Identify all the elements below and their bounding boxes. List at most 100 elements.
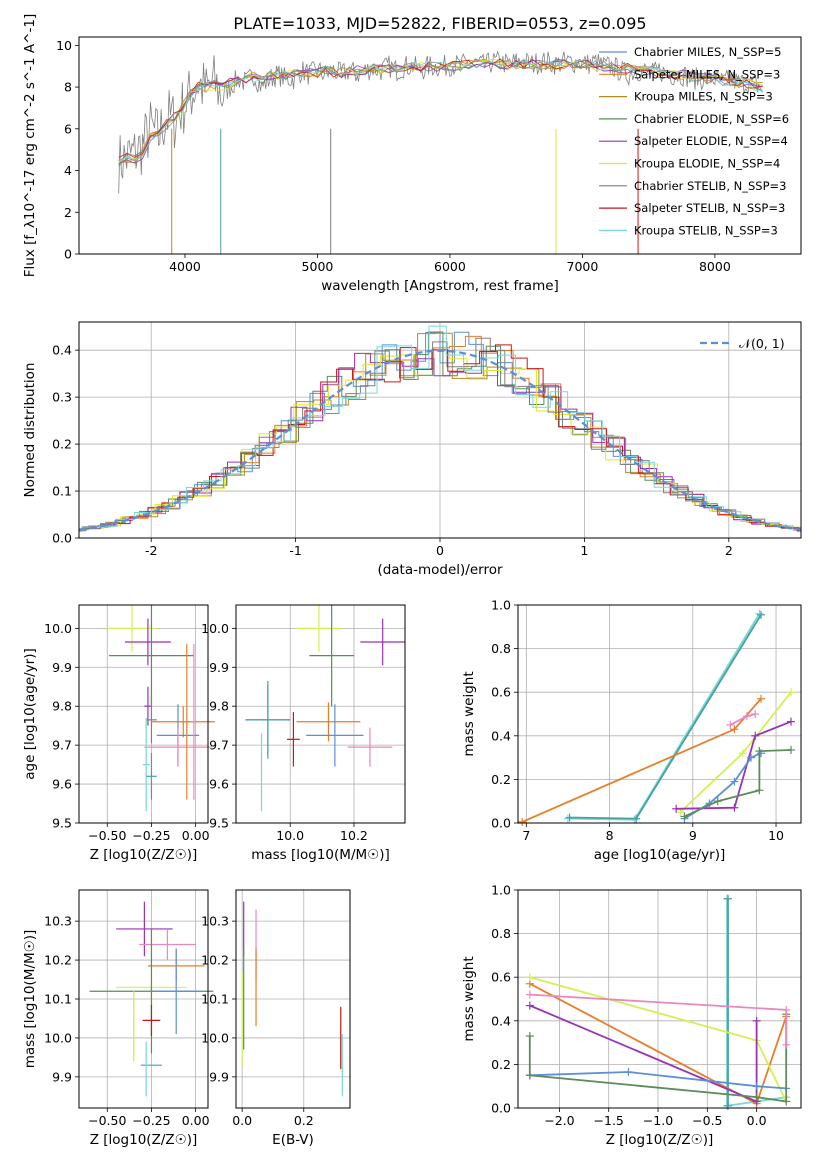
- plot-area: [236, 605, 405, 823]
- ticks: 4000 5000 6000 7000 8000 0 2 4 6 8 10: [56, 38, 731, 274]
- legend-label: Salpeter MILES, N_SSP=3: [634, 67, 780, 81]
- error-bar-point: [360, 618, 405, 666]
- x-tick-label: 7000: [567, 259, 599, 274]
- y-tick-label: 0.2: [491, 1057, 511, 1072]
- plus-marker: [752, 1093, 761, 1102]
- plus-marker: [738, 749, 747, 758]
- legend-label: Chabrier STELIB, N_SSP=3: [634, 179, 786, 193]
- legend-label: Kroupa ELODIE, N_SSP=4: [634, 157, 780, 171]
- y-tick-label: 10.3: [201, 914, 229, 929]
- x-tick-label: 8: [606, 828, 614, 843]
- axes-frame: [78, 36, 802, 255]
- marks: [241, 901, 343, 1097]
- plus-marker: [724, 894, 733, 903]
- y-tick-label: 2: [64, 205, 72, 220]
- weight-line: [676, 720, 792, 810]
- plus-marker: [632, 814, 641, 823]
- marks: [518, 609, 796, 826]
- y-tick-label: 0.8: [491, 641, 511, 656]
- ticks: 10.0 10.2 9.5 9.6 9.7 9.8 9.9 10.0: [201, 621, 368, 843]
- x-axis-label: Z [log10(Z/Z☉)]: [90, 847, 198, 863]
- plot-area: [79, 605, 208, 823]
- y-tick-label: 0.6: [491, 970, 511, 985]
- x-tick-label: −0.25: [132, 1113, 170, 1128]
- x-tick-label: 5000: [302, 259, 334, 274]
- error-bar-point: [296, 702, 361, 742]
- y-tick-label: 10.3: [44, 914, 72, 929]
- plus-marker: [751, 731, 760, 740]
- plus-marker: [730, 803, 739, 812]
- y-tick-label: 9.9: [209, 660, 229, 675]
- x-axis-label: E(B-V): [272, 1132, 314, 1148]
- x-tick-label: −0.25: [132, 828, 170, 843]
- y-tick-label: 0.8: [491, 926, 511, 941]
- ticks: 7 8 9 10 0.0 0.2 0.4 0.6 0.8 1.0: [491, 598, 784, 844]
- plus-marker: [730, 777, 739, 786]
- y-tick-label: 9.5: [209, 816, 229, 831]
- plus-marker: [726, 720, 735, 729]
- y-tick-label: 9.9: [52, 1069, 72, 1084]
- axes-frame: [235, 604, 406, 824]
- x-axis-label: (data-model)/error: [377, 562, 503, 578]
- y-tick-label: 0.1: [52, 484, 72, 499]
- y-tick-label: 9.6: [209, 777, 229, 792]
- panel-age-vs-mass: 10.0 10.2 9.5 9.6 9.7 9.8 9.9 10.0 mass [log10(M…: [201, 604, 406, 863]
- x-tick-label: −0.50: [88, 828, 126, 843]
- plus-marker: [742, 712, 751, 721]
- error-bar-point: [185, 643, 189, 800]
- plus-marker: [525, 1001, 534, 1010]
- legend-label: Kroupa STELIB, N_SSP=3: [634, 223, 778, 237]
- legend: Chabrier MILES, N_SSP=5 Salpeter MILES, N…: [599, 45, 789, 237]
- plus-marker: [680, 812, 689, 821]
- panel-weight-vs-Z: −2.0 −1.5 −1.0 −0.5 0.0 0.0 0.2 0.4 0.6 0.8 1.0 Z […: [461, 883, 802, 1148]
- plus-marker: [751, 710, 760, 718]
- plus-marker: [752, 1016, 761, 1025]
- x-tick-label: 0.00: [182, 1113, 210, 1128]
- marks: [118, 50, 763, 254]
- legend-label: Chabrier ELODIE, N_SSP=6: [634, 112, 789, 126]
- y-tick-label: 0.2: [52, 437, 72, 452]
- plot-area: [518, 890, 801, 1108]
- histogram-series: [79, 325, 801, 532]
- error-bar-point: [192, 643, 196, 800]
- error-bar-point: [146, 696, 157, 744]
- y-axis-label: Flux [f_λ10^-17 erg cm^-2 s^-1 A^-1]: [22, 14, 38, 277]
- x-tick-label: 1: [580, 543, 588, 558]
- y-tick-label: 10: [56, 38, 72, 53]
- error-bar-point: [144, 686, 152, 726]
- error-bar-point: [146, 752, 157, 800]
- error-bar-point: [124, 618, 171, 666]
- legend-label: Salpeter STELIB, N_SSP=3: [634, 201, 785, 215]
- x-axis-label: Z [log10(Z/Z☉)]: [90, 1132, 198, 1148]
- x-axis-label: mass [log10(M/M☉)]: [251, 847, 390, 863]
- y-axis-label: Normed distribution: [22, 363, 38, 498]
- x-tick-label: −1.5: [594, 1113, 624, 1128]
- error-bar-point: [139, 928, 196, 961]
- error-bar-point: [116, 901, 173, 957]
- error-bar-point: [287, 712, 300, 767]
- y-tick-label: 10.0: [201, 621, 229, 636]
- y-tick-label: 0.0: [491, 1101, 511, 1116]
- x-tick-label: 6000: [434, 259, 466, 274]
- panel-mass-vs-ebv: 0.0 0.2 9.9 10.0 10.1 10.2 10.3 E(B-V): [201, 889, 351, 1148]
- y-tick-label: 6: [64, 121, 72, 136]
- plus-marker: [755, 786, 764, 795]
- plus-marker: [525, 973, 534, 982]
- histogram-series: [79, 331, 801, 531]
- x-tick-label: 10: [768, 828, 784, 843]
- model-line: [118, 58, 763, 158]
- normal-curve: [79, 349, 801, 531]
- y-tick-label: 1.0: [491, 883, 511, 898]
- grid: [236, 890, 350, 1108]
- error-bar-point: [151, 948, 201, 1035]
- plus-marker: [525, 990, 534, 999]
- y-tick-label: 0.2: [491, 772, 511, 787]
- x-tick-label: -2: [145, 543, 157, 558]
- y-tick-label: 9.8: [209, 699, 229, 714]
- plus-marker: [782, 1040, 791, 1049]
- marks: [245, 605, 405, 812]
- y-tick-label: 0.6: [491, 685, 511, 700]
- x-tick-label: 10.0: [276, 828, 304, 843]
- error-bar-point: [109, 605, 194, 707]
- error-bar-point: [306, 704, 364, 767]
